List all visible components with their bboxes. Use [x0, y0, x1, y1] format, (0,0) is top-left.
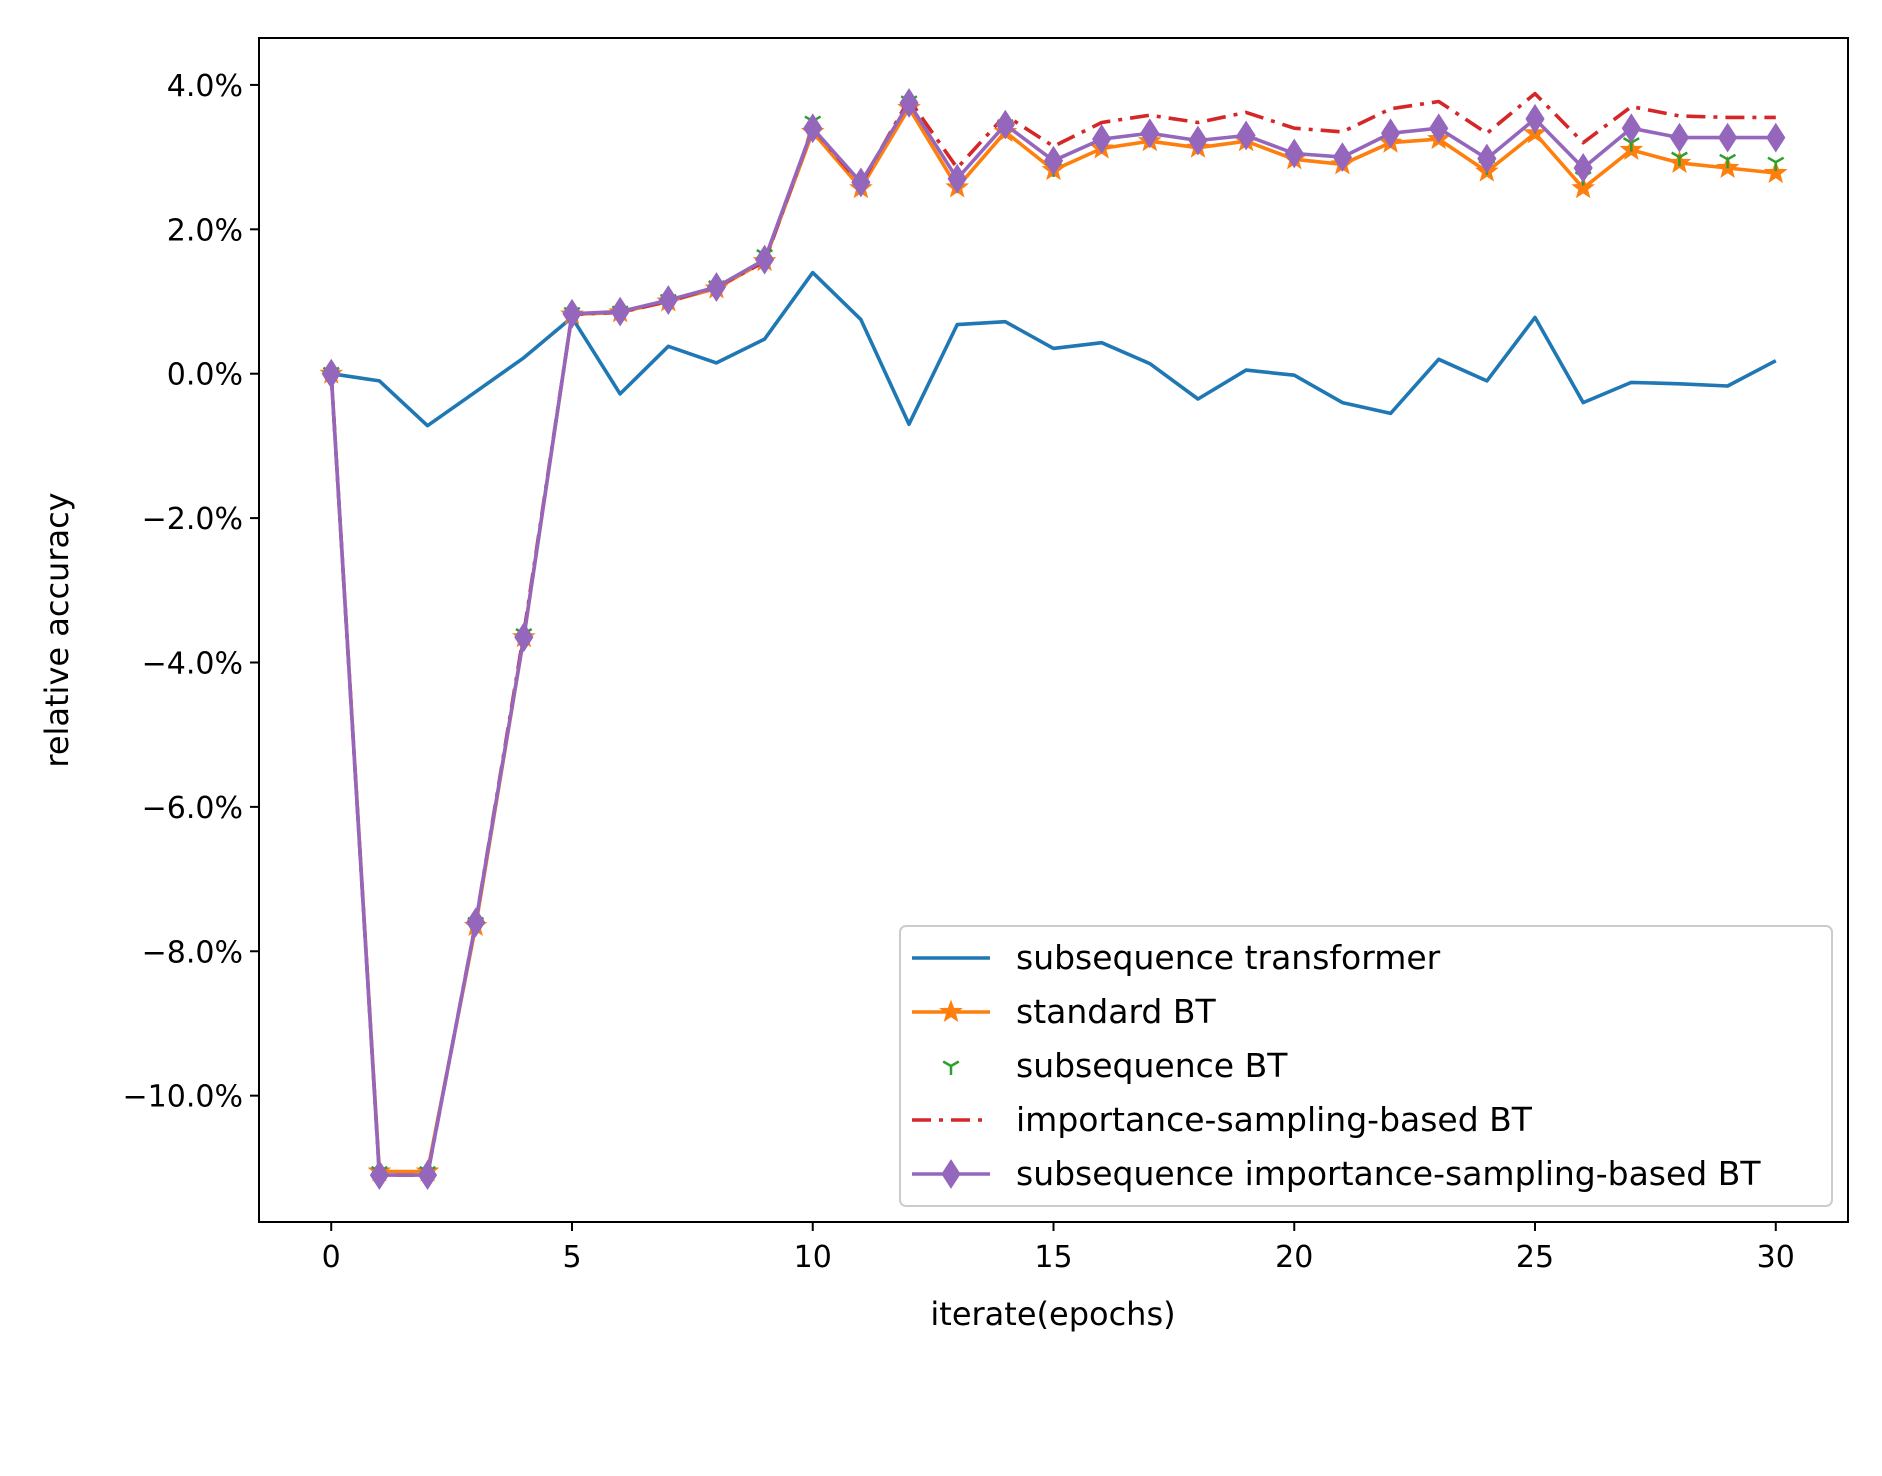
data-point [1332, 142, 1353, 173]
x-axis-label: iterate(epochs) [930, 1295, 1175, 1333]
data-point [1766, 122, 1786, 153]
y-tick-label: 2.0% [167, 213, 243, 248]
y-tick-label: 0.0% [167, 358, 243, 393]
data-point [995, 109, 1015, 140]
legend-label: subsequence transformer [1016, 938, 1441, 977]
data-point [610, 296, 630, 327]
x-axis-ticks: 0 5 10 15 20 25 30 [322, 1222, 1795, 1275]
legend-swatch-marker [939, 999, 963, 1023]
data-point [899, 88, 919, 118]
data-point [1236, 120, 1256, 151]
data-point [1525, 103, 1545, 134]
x-tick-label: 30 [1757, 1240, 1795, 1275]
legend-label: importance-sampling-based BT [1016, 1100, 1533, 1139]
data-point [1573, 153, 1593, 183]
legend-swatch-marker [941, 1159, 961, 1189]
legend-label: standard BT [1016, 992, 1217, 1031]
data-point [1188, 125, 1208, 156]
data-point [1671, 151, 1688, 167]
y-tick-label: −10.0% [123, 1080, 243, 1115]
y-axis-label: relative accuracy [38, 492, 76, 767]
data-point [1621, 113, 1641, 144]
data-point [706, 272, 727, 302]
x-tick-label: 0 [322, 1240, 341, 1275]
y-tick-label: −6.0% [142, 791, 243, 826]
legend-label: subsequence BT [1016, 1046, 1288, 1085]
y-tick-label: −8.0% [142, 935, 243, 970]
legend-entry: standard BT [912, 992, 1217, 1031]
y-tick-label: −4.0% [142, 646, 243, 681]
data-point [369, 1160, 389, 1190]
data-point [1669, 122, 1690, 153]
legend-label: subsequence importance-sampling-based BT [1016, 1154, 1761, 1193]
x-tick-label: 10 [794, 1240, 832, 1275]
x-tick-label: 5 [562, 1240, 581, 1275]
legend-entry: subsequence importance-sampling-based BT [912, 1154, 1761, 1193]
data-point [803, 113, 823, 144]
data-point [321, 358, 341, 389]
data-point [1140, 118, 1160, 149]
data-point [1763, 160, 1788, 184]
data-point [754, 244, 775, 275]
data-point [1718, 122, 1738, 153]
y-tick-label: 4.0% [167, 69, 243, 104]
x-tick-label: 15 [1034, 1240, 1072, 1275]
data-point [658, 285, 678, 315]
data-point [947, 163, 967, 194]
data-point [1284, 138, 1304, 169]
legend-swatch-marker [942, 1060, 960, 1075]
x-tick-label: 20 [1275, 1240, 1313, 1275]
legend-frame [899, 925, 1833, 1207]
legend-entry: subsequence BT [942, 1046, 1288, 1085]
data-point [1092, 124, 1112, 154]
y-tick-label: −2.0% [142, 502, 243, 537]
x-tick-label: 25 [1516, 1240, 1554, 1275]
data-point [1429, 113, 1449, 144]
legend-entry: importance-sampling-based BT [912, 1100, 1533, 1139]
data-point [1380, 118, 1401, 149]
data-point [1719, 153, 1737, 169]
y-axis-ticks: 4.0% 2.0% 0.0% −2.0% −4.0% −6.0% −8.0% −10.0% [123, 69, 259, 1115]
legend: subsequence transformer standard BT subseq… [899, 925, 1833, 1207]
data-point [1571, 175, 1595, 199]
data-point [1043, 145, 1064, 176]
data-point [1622, 137, 1640, 152]
data-point [466, 907, 486, 938]
data-point [851, 167, 871, 198]
series-layer [319, 88, 1788, 1190]
legend-entry: subsequence transformer [912, 938, 1441, 977]
series-5 [321, 88, 1786, 1190]
plot-frame [258, 37, 1849, 1223]
data-point [417, 1160, 438, 1190]
data-point [562, 298, 582, 329]
data-point [514, 622, 534, 653]
data-point [1767, 156, 1785, 172]
data-point [1477, 143, 1497, 174]
